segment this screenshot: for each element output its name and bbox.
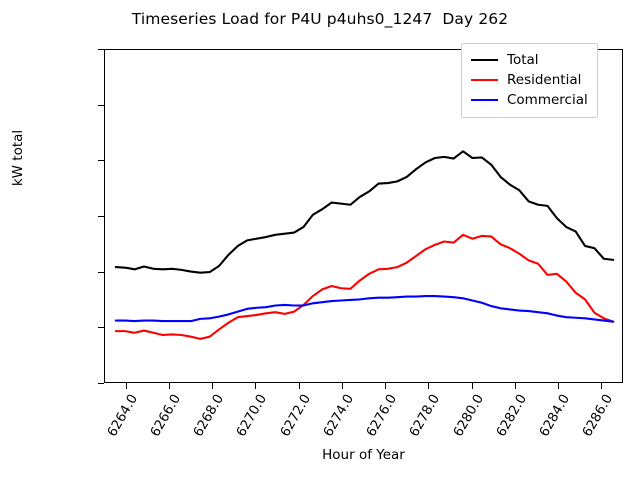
- x-tick-mark: [428, 383, 430, 389]
- plot-lines: [114, 150, 615, 340]
- x-tick-mark: [298, 383, 300, 389]
- legend-item-residential[interactable]: Residential: [471, 70, 588, 90]
- legend-swatch-total: [471, 59, 498, 61]
- x-tick-mark: [255, 383, 257, 389]
- chart-title: Timeseries Load for P4U p4uhs0_1247 Day …: [131, 10, 509, 28]
- x-tick-mark: [168, 383, 170, 389]
- x-tick-mark: [385, 383, 387, 389]
- y-tick-mark: [98, 49, 104, 50]
- y-tick-mark: [98, 216, 104, 217]
- y-tick-mark: [98, 271, 104, 273]
- y-tick-mark: [98, 160, 104, 162]
- series-line-total: [114, 150, 615, 274]
- chart-figure: Timeseries Load for P4U p4uhs0_1247 Day …: [10, 10, 623, 463]
- legend-item-commercial[interactable]: Commercial: [471, 90, 588, 110]
- legend: Total Residential Commercial: [461, 43, 598, 118]
- series-line-residential: [114, 233, 615, 340]
- plot-area: [104, 49, 623, 383]
- x-tick-mark: [212, 383, 214, 389]
- legend-label: Commercial: [507, 92, 588, 108]
- x-tick-mark: [601, 383, 603, 389]
- legend-label: Residential: [507, 72, 582, 88]
- x-tick-mark: [514, 383, 516, 389]
- legend-label: Total: [507, 52, 539, 68]
- x-tick-mark: [125, 383, 127, 389]
- x-axis-label: Hour of Year: [322, 447, 405, 463]
- x-tick-mark: [471, 383, 473, 389]
- x-tick-mark: [341, 383, 343, 389]
- legend-item-total[interactable]: Total: [471, 50, 588, 70]
- x-tick-mark: [558, 383, 560, 389]
- y-axis-label: kW total: [10, 129, 26, 187]
- y-tick-mark: [98, 383, 104, 384]
- series-line-commercial: [114, 295, 615, 323]
- legend-swatch-residential: [471, 79, 498, 81]
- y-tick-mark: [98, 327, 104, 329]
- legend-swatch-commercial: [471, 99, 498, 101]
- y-tick-mark: [98, 104, 104, 106]
